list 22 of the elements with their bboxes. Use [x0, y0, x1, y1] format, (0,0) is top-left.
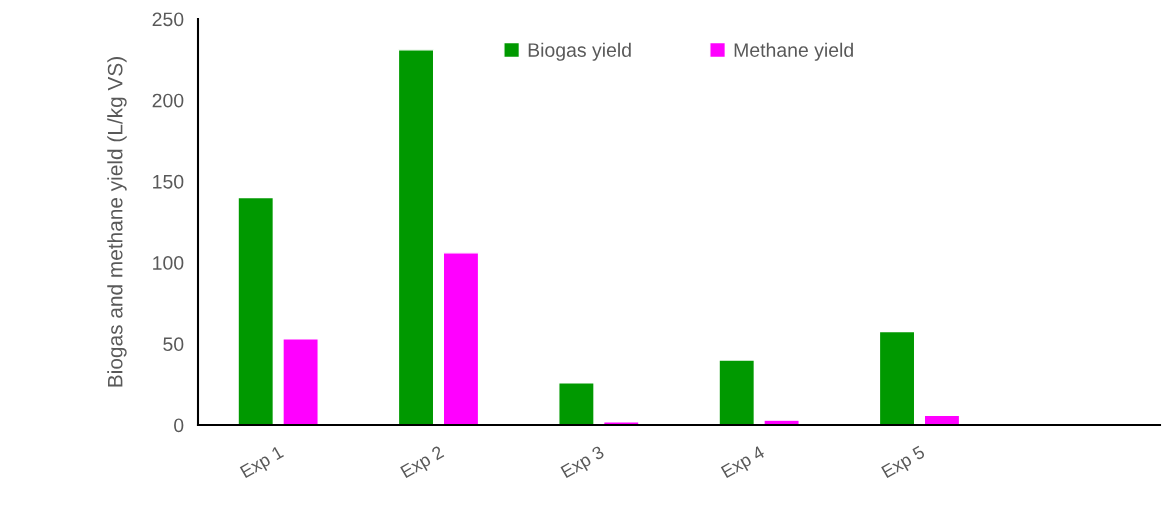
bar: [718, 359, 756, 425]
x-tick-label: Exp 1: [239, 445, 286, 482]
bar: [237, 196, 275, 425]
x-tick-label: Exp 3: [560, 445, 607, 482]
x-tick-label: Exp 5: [881, 445, 928, 482]
y-tick-label: 50: [163, 337, 184, 352]
y-tick-label: 200: [152, 93, 184, 108]
x-tick-label: Exp 4: [720, 445, 768, 482]
bar: [282, 338, 319, 425]
bar: [442, 252, 480, 425]
y-axis-title: Biogas and methane yield (L/kg VS): [107, 57, 127, 387]
y-tick-label: 250: [152, 12, 184, 27]
bar: [558, 382, 595, 425]
legend-label: Biogas yield: [528, 42, 631, 61]
x-tick-label: Exp 2: [400, 445, 447, 482]
y-tick-label: 100: [153, 256, 184, 270]
y-tick-label: 150: [153, 174, 184, 189]
legend-label: Methane yield: [734, 42, 853, 61]
bar: [878, 330, 916, 425]
y-tick-label: 0: [174, 418, 184, 433]
bar: [397, 49, 435, 425]
bar: [763, 419, 800, 425]
